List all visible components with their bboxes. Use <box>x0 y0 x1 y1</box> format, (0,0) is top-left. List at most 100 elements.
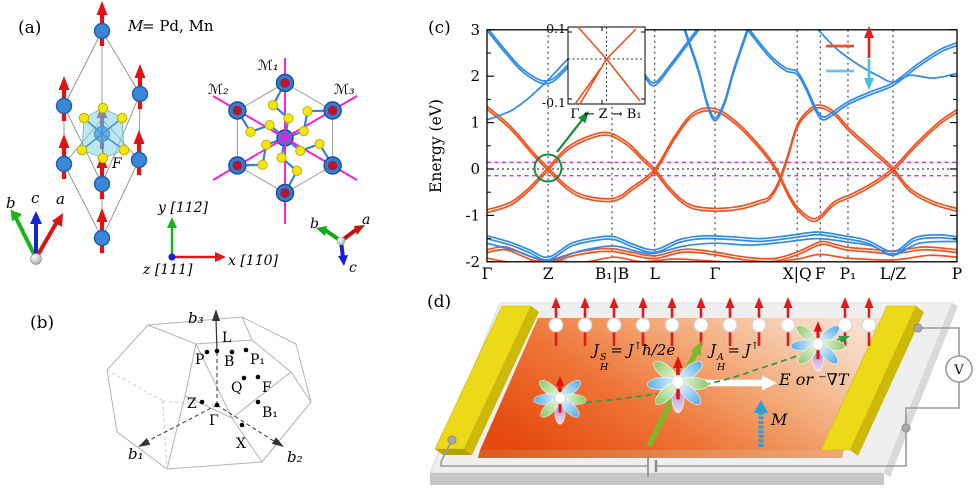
surface-spin-arrowhead <box>783 297 793 308</box>
y-tick-label: 1 <box>470 114 480 132</box>
surface-spin-arrowhead <box>725 297 735 308</box>
kpoint-label: L <box>650 265 660 283</box>
spin-out-of-plane-marker <box>280 78 290 88</box>
kpoint-label: F <box>815 265 826 283</box>
kpoint-label: X|Q <box>783 265 812 283</box>
battery-symbol <box>647 455 658 477</box>
axis-b3-label: b₃ <box>188 309 204 327</box>
voltmeter-label: V <box>953 363 964 378</box>
panel-b-brillouin-zone: (b) L P B P₁ Q F Z Γ B₁ X b₃ b₁ b₂ <box>30 309 312 470</box>
electron-spin-arrowhead <box>813 321 823 332</box>
inset-ymax-label: 0.1 <box>546 21 566 36</box>
band-spin-down <box>487 231 957 259</box>
fluorine-atom <box>264 120 275 131</box>
right-electrode <box>820 305 924 456</box>
legend <box>826 26 874 90</box>
spin-out-of-plane-marker <box>232 160 243 171</box>
mirror-m1-label: ℳ₁ <box>258 58 279 74</box>
kpoint-label: Γ <box>710 265 721 283</box>
surface-electron <box>780 317 796 333</box>
electron-orbital-flower <box>646 356 710 414</box>
fluorine-atom <box>97 102 109 114</box>
label-spin-hall-conductivity: J S H = J↑ħ/2e <box>593 341 676 373</box>
compound-formula-m: M <box>127 17 144 35</box>
axis-c-label: c <box>349 260 357 276</box>
surface-spin-arrowhead <box>638 297 648 308</box>
spin-arrowhead <box>58 76 70 90</box>
fluorine-atom <box>298 126 309 137</box>
fluorine-atom <box>78 112 90 124</box>
inset-xaxis-label: Γ ← Z → B₁ <box>570 107 641 122</box>
band-spin-up <box>487 105 957 220</box>
metal-atom <box>131 85 149 103</box>
efield-arrowhead <box>762 375 777 391</box>
label-anomalous-hall-conductivity: J A H = J↑ <box>710 341 760 373</box>
bz-point-label: B <box>224 354 234 370</box>
label-driving-field: E or ⁻∇T <box>779 370 849 389</box>
spin-up-arrow-icon <box>864 26 874 58</box>
surface-spin-arrowhead <box>864 297 874 308</box>
left-electrode <box>434 305 539 455</box>
bz-point-label: Γ <box>209 413 219 429</box>
band-spin-down <box>487 237 957 262</box>
fluorine-atom <box>283 113 294 124</box>
band-spin-up <box>487 106 957 214</box>
metal-atom <box>55 155 73 173</box>
fluorine-atom <box>295 145 306 156</box>
band-curves <box>487 29 957 262</box>
trajectory-arrowhead <box>838 335 850 344</box>
fluorine-atom <box>261 139 272 150</box>
spin-out-of-plane-marker <box>280 188 290 198</box>
contact-dot <box>913 323 923 333</box>
y-tick-label: -2 <box>465 253 480 271</box>
bz-point-label: L <box>222 330 231 346</box>
surface-spin-arrowhead <box>667 297 677 308</box>
fluorine-atom <box>257 159 268 170</box>
surface-spin-arrowhead <box>609 297 619 308</box>
y-axis-ticks: -2 -1 0 1 2 3 <box>465 21 957 271</box>
electron-orbital-flower <box>533 375 587 425</box>
y-axis-title: Energy (eV) <box>427 99 445 193</box>
electron-orbital-flower <box>790 321 846 372</box>
surface-electron <box>577 317 593 333</box>
band-crossing-highlight <box>533 153 563 183</box>
kpoint-label: Γ <box>482 265 493 283</box>
kpoint-gridlines <box>547 29 894 262</box>
device-base-front <box>430 473 884 485</box>
kpoint-label: B₁|B <box>595 265 629 283</box>
mirror-m3-label: ℳ₃ <box>334 82 355 98</box>
band-spin-up <box>487 108 957 223</box>
high-symmetry-points <box>199 347 261 428</box>
metal-atom <box>93 175 111 193</box>
bz-point-label: F <box>262 380 272 396</box>
surface-electron <box>751 317 767 333</box>
bz-point-dot <box>229 349 235 355</box>
bz-point-dot <box>255 374 261 380</box>
panel-b-label: (b) <box>30 313 54 333</box>
metal-atom <box>55 97 73 115</box>
spin-hall-arrowhead <box>690 341 702 356</box>
bz-point-label: B₁ <box>262 405 278 421</box>
device-base-side <box>884 303 958 477</box>
surface-spin-row <box>548 297 877 346</box>
fluorine-atom <box>116 112 128 124</box>
axis-y-label: y [112̄] <box>157 200 209 216</box>
fluorine-atom <box>97 152 109 164</box>
electron <box>553 391 567 405</box>
bz-point-dot <box>214 402 220 408</box>
spin-out-of-plane-marker <box>232 105 243 116</box>
fluorine-atom <box>314 138 325 150</box>
surface-electron <box>693 317 709 333</box>
bz-point-dot <box>243 347 249 353</box>
bz-point-dot <box>241 375 247 381</box>
band-crossing-inset: 0.1 -0.1 Γ ← Z → B₁ <box>542 21 646 122</box>
spin-arrowhead <box>133 130 145 144</box>
hexagonal-projection: ℳ₁ ℳ₂ ℳ₃ <box>208 58 358 224</box>
band-spin-up <box>487 104 957 211</box>
metal-atom <box>93 22 111 40</box>
surface-spin-arrowhead <box>754 297 764 308</box>
axis-x-label: x [11̄0] <box>228 253 279 269</box>
bz-point-dot <box>204 349 210 355</box>
band-spin-down <box>683 30 749 122</box>
y-tick-label: 0 <box>470 160 480 178</box>
